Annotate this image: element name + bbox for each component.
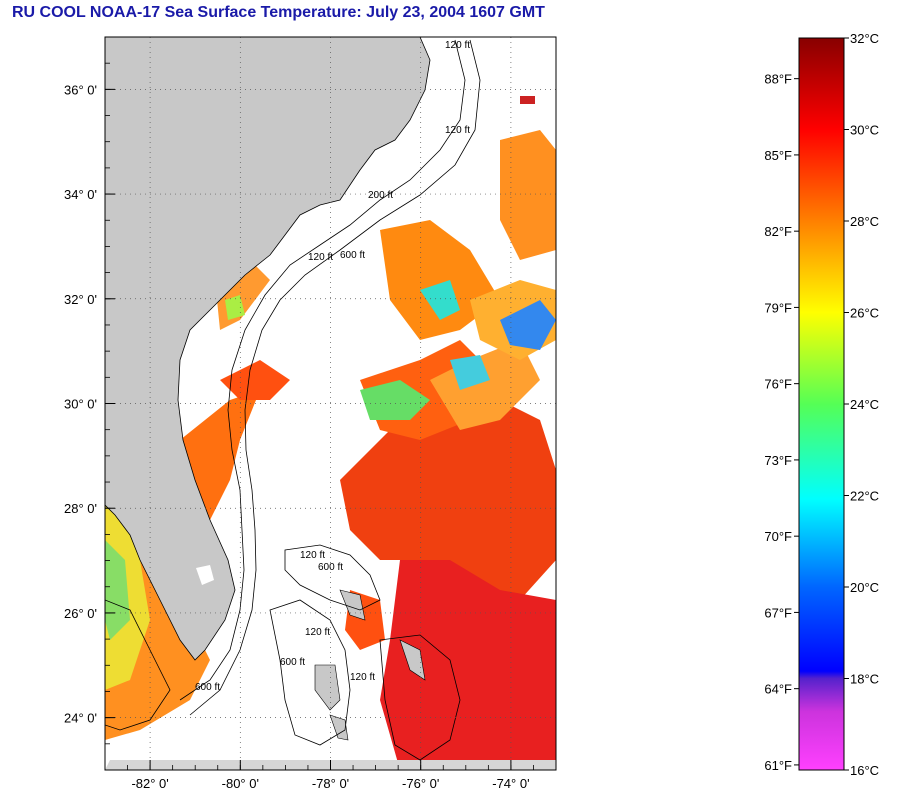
fahrenheit-label: 88°F	[764, 72, 792, 87]
celsius-label: 26°C	[850, 306, 879, 321]
sst-patches	[105, 96, 556, 770]
contour-label: 600 ft	[340, 250, 365, 261]
grid-lines	[105, 37, 556, 770]
contour-label: 120 ft	[308, 252, 333, 263]
lat-tick-label: 30° 0'	[64, 397, 97, 412]
lat-tick-label: 24° 0'	[64, 711, 97, 726]
fahrenheit-label: 85°F	[764, 148, 792, 163]
lat-tick-label: 28° 0'	[64, 501, 97, 516]
lat-tick-label: 36° 0'	[64, 82, 97, 97]
contour-label: 600 ft	[195, 682, 220, 693]
lon-tick-label: -78° 0'	[312, 776, 349, 791]
colorbar: 32°C 30°C 28°C 26°C 24°C 22°C 20°C 18°C 16°C 88°F…	[764, 31, 879, 778]
map-axes: 36° 0' 34° 0' 32° 0' 30° 0' 28° 0' 26° 0' 24° …	[64, 36, 557, 791]
contour-label: 120 ft	[305, 627, 330, 638]
fahrenheit-label: 73°F	[764, 453, 792, 468]
fahrenheit-label: 70°F	[764, 529, 792, 544]
lon-tick-label: -76° 0'	[402, 776, 439, 791]
contour-label: 120 ft	[350, 672, 375, 683]
lon-tick-label: -74° 0'	[492, 776, 529, 791]
map-title: RU COOL NOAA-17 Sea Surface Temperature:…	[12, 4, 545, 21]
celsius-label: 28°C	[850, 214, 879, 229]
contour-label: 120 ft	[300, 550, 325, 561]
lon-tick-label: -82° 0'	[131, 776, 168, 791]
fahrenheit-label: 61°F	[764, 758, 792, 773]
fahrenheit-label: 67°F	[764, 605, 792, 620]
lat-tick-label: 32° 0'	[64, 292, 97, 307]
lat-tick-label: 34° 0'	[64, 187, 97, 202]
celsius-label: 30°C	[850, 123, 879, 138]
celsius-label: 16°C	[850, 763, 879, 778]
celsius-label: 20°C	[850, 580, 879, 595]
fahrenheit-label: 82°F	[764, 224, 792, 239]
fahrenheit-label: 79°F	[764, 300, 792, 315]
celsius-label: 24°C	[850, 397, 879, 412]
celsius-label: 18°C	[850, 672, 879, 687]
contour-label: 200 ft	[368, 190, 393, 201]
contour-label: 120 ft	[445, 40, 470, 51]
bathymetry-contours	[105, 39, 481, 761]
lon-tick-label: -80° 0'	[222, 776, 259, 791]
contour-label: 600 ft	[280, 657, 305, 668]
lat-tick-label: 26° 0'	[64, 606, 97, 621]
fahrenheit-label: 64°F	[764, 682, 792, 697]
colorbar-gradient	[798, 37, 845, 771]
contour-label: 120 ft	[445, 125, 470, 136]
celsius-label: 22°C	[850, 489, 879, 504]
celsius-label: 32°C	[850, 31, 879, 46]
fahrenheit-label: 76°F	[764, 377, 792, 392]
